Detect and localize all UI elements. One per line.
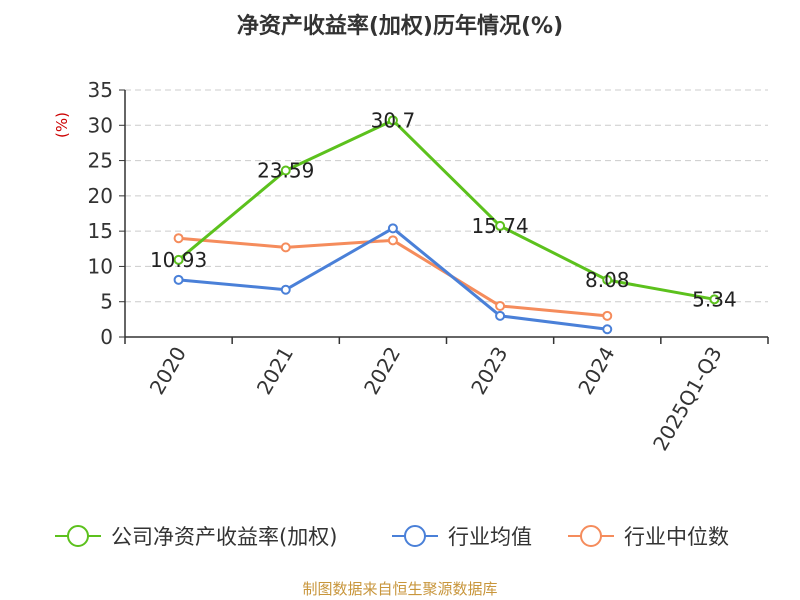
data-label: 8.08 — [585, 268, 630, 292]
data-point-1[interactable] — [280, 284, 291, 295]
y-tick-label: 15 — [88, 219, 113, 243]
x-tick-label: 2021 — [252, 343, 298, 399]
data-label: 5.34 — [692, 287, 737, 311]
chart-title: 净资产收益率(加权)历年情况(%) — [237, 13, 563, 39]
legend-marker-2 — [580, 525, 602, 547]
data-label: 10.93 — [150, 248, 207, 272]
y-axis-label: (%) — [53, 112, 71, 138]
y-tick-label: 0 — [100, 325, 113, 349]
data-point-1[interactable] — [387, 223, 398, 234]
legend-label-1: 行业均值 — [448, 525, 532, 549]
data-point-2[interactable] — [495, 300, 506, 311]
data-point-0[interactable] — [280, 165, 291, 176]
y-tick-label: 25 — [88, 149, 113, 173]
data-point-1[interactable] — [495, 310, 506, 321]
data-point-2[interactable] — [173, 233, 184, 244]
series-line-0 — [177, 118, 715, 301]
legend-marker-0 — [67, 525, 89, 547]
legend-label-0: 公司净资产收益率(加权) — [111, 525, 337, 549]
x-tick-label: 2023 — [466, 343, 512, 399]
source-note: 制图数据来自恒生聚源数据库 — [302, 580, 497, 598]
data-label: 23.59 — [257, 159, 314, 183]
y-tick-label: 30 — [88, 113, 113, 137]
data-point-0[interactable] — [495, 220, 506, 231]
data-label: 15.74 — [471, 214, 528, 238]
x-tick-label: 2020 — [145, 343, 191, 399]
data-point-2[interactable] — [280, 242, 291, 253]
y-tick-label: 35 — [88, 78, 113, 102]
y-tick-label: 10 — [88, 254, 113, 278]
data-point-0[interactable] — [709, 294, 720, 305]
data-point-2[interactable] — [602, 310, 613, 321]
data-point-2[interactable] — [387, 235, 398, 246]
data-point-0[interactable] — [173, 254, 184, 265]
data-point-0[interactable] — [602, 274, 613, 285]
x-tick-label: 2025Q1-Q3 — [648, 343, 727, 455]
series-line-2 — [178, 236, 608, 318]
x-tick-label: 2024 — [573, 343, 619, 399]
y-tick-label: 20 — [88, 184, 113, 208]
x-tick-label: 2022 — [359, 343, 405, 399]
legend-label-2: 行业中位数 — [624, 525, 729, 549]
legend-marker-1 — [404, 525, 426, 547]
y-tick-label: 5 — [100, 290, 113, 314]
data-label: 30.7 — [371, 108, 416, 132]
data-point-1[interactable] — [602, 324, 613, 335]
data-point-1[interactable] — [173, 274, 184, 285]
data-point-0[interactable] — [387, 115, 398, 126]
